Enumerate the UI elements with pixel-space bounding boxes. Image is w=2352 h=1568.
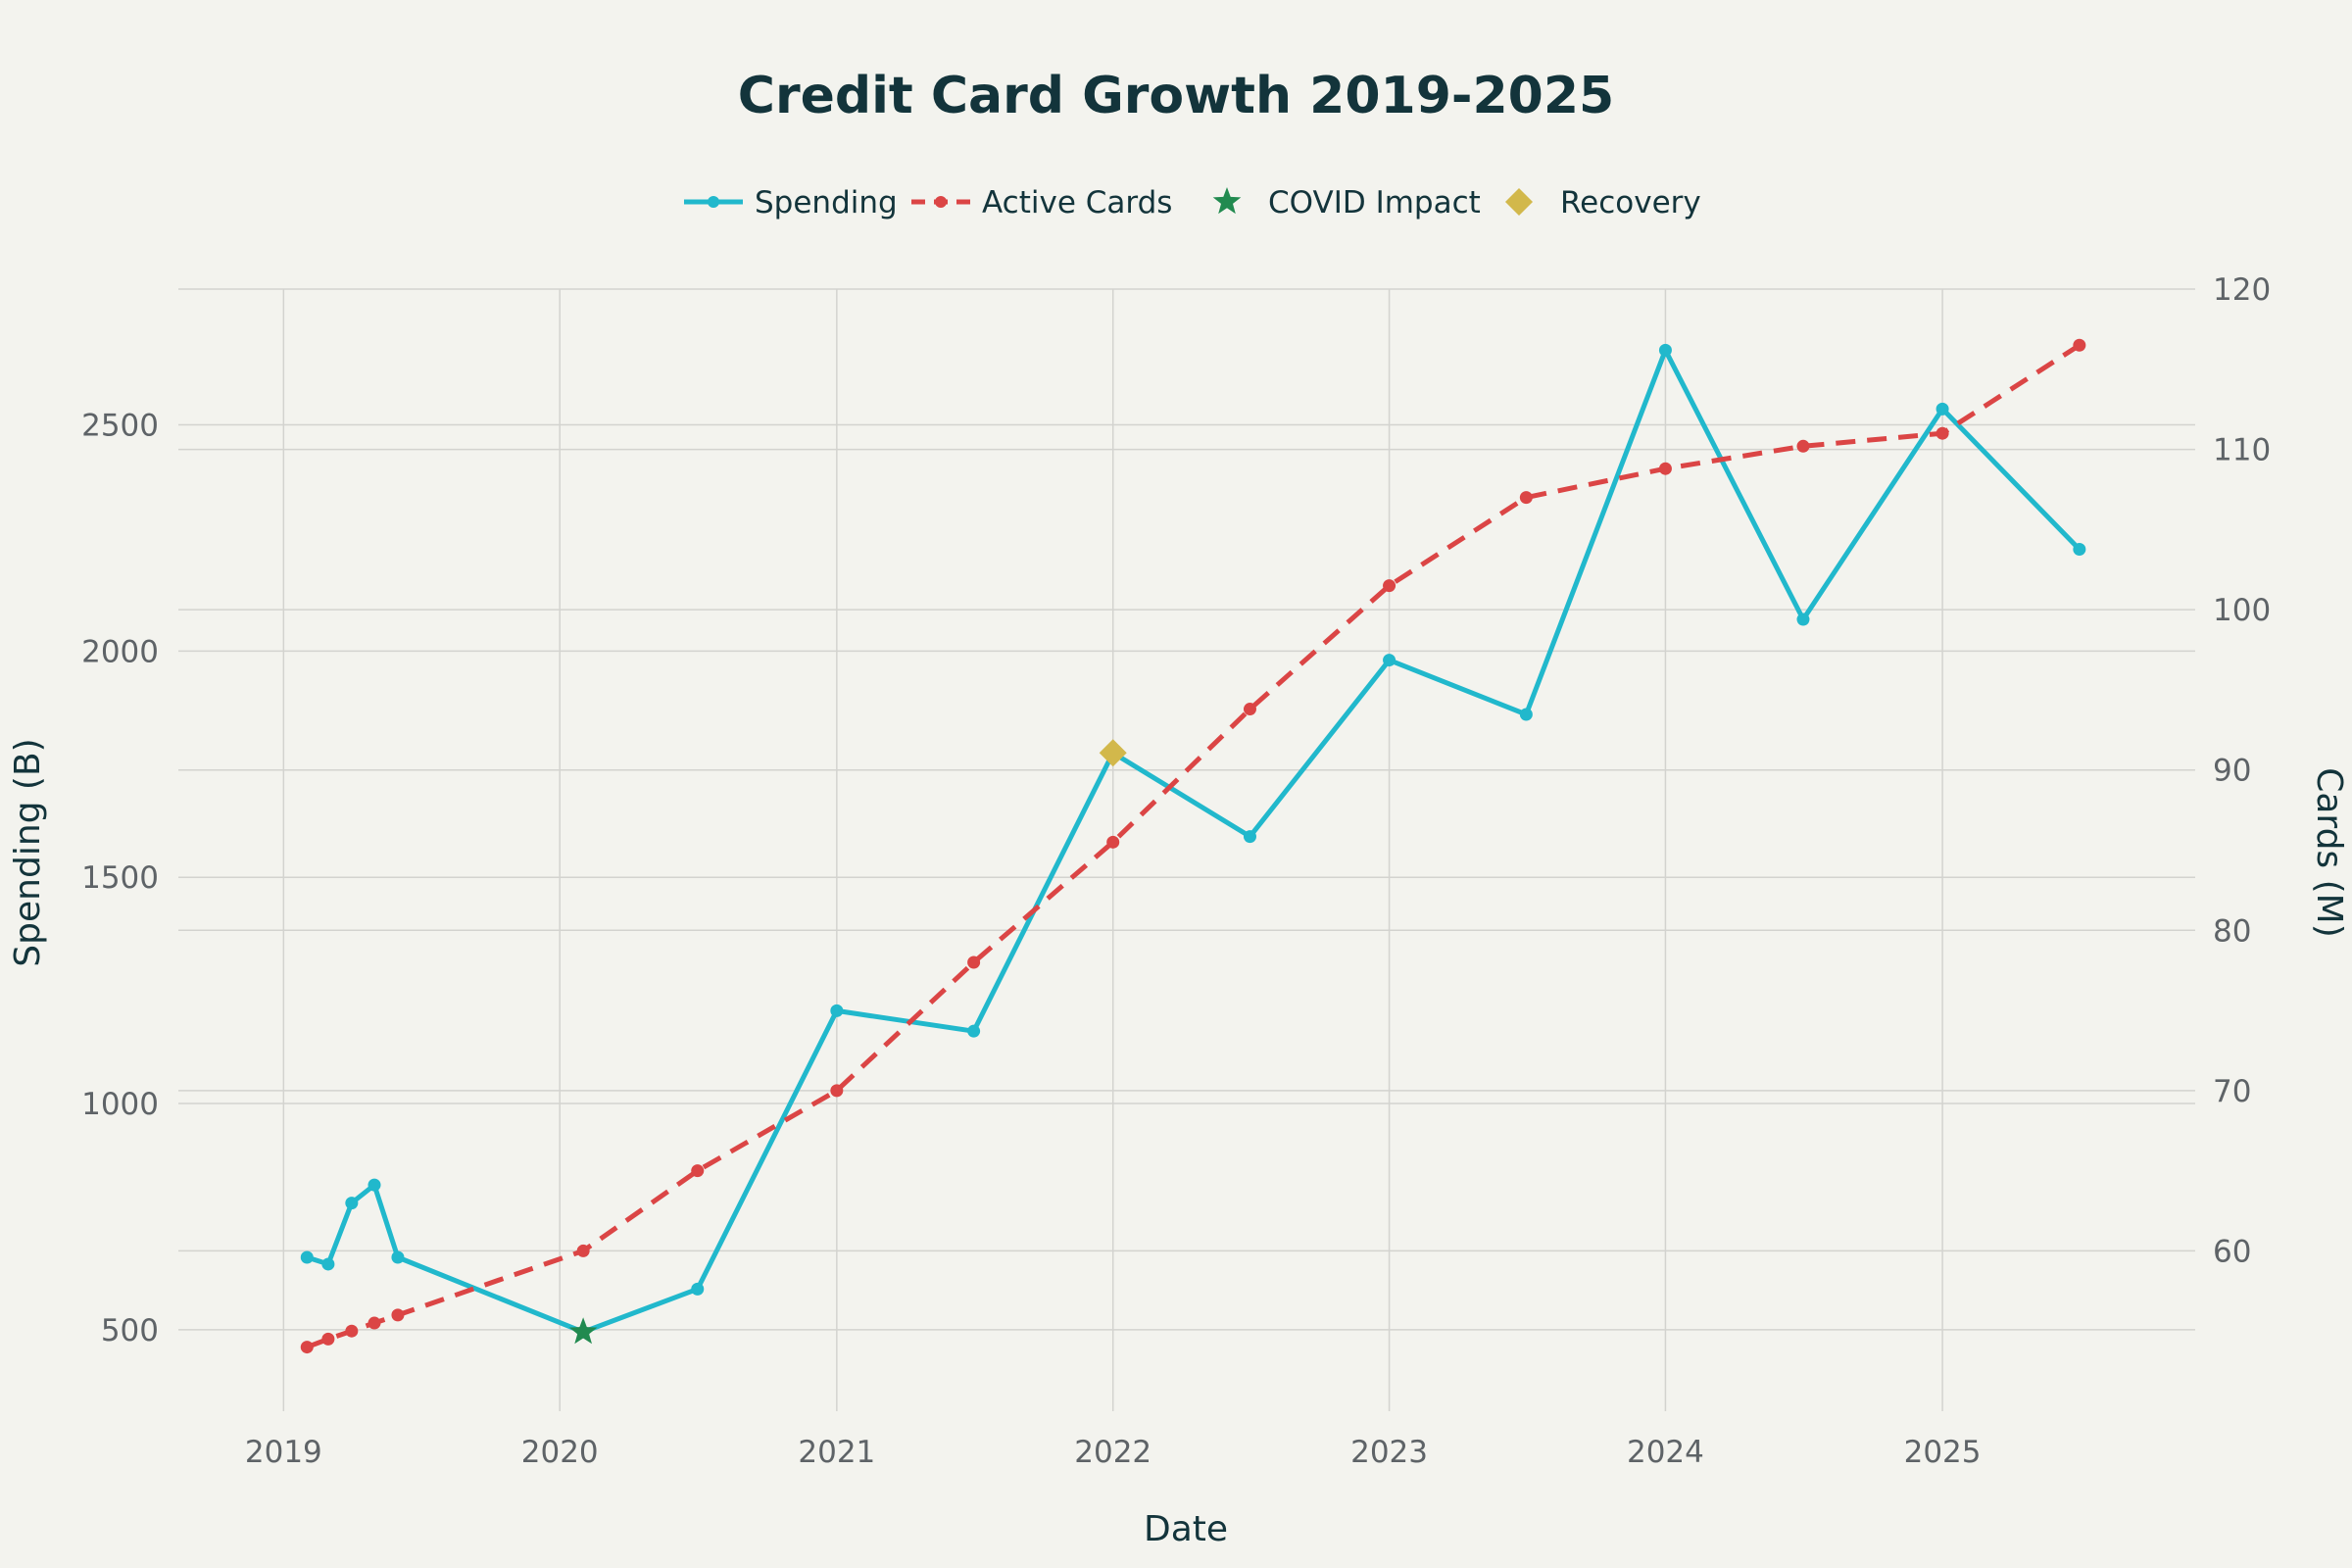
y-tick-label: 500 [101,1313,159,1348]
spending-point [1796,612,1810,626]
spending-point [1383,654,1396,667]
active-cards-point [576,1244,590,1257]
spending-point [368,1178,381,1192]
legend-label: Active Cards [982,185,1172,220]
legend-swatch-point [708,196,719,208]
spending-point [300,1250,314,1264]
active-cards-point [2073,338,2086,352]
spending-point [1243,830,1256,844]
y2-tick-label: 90 [2213,754,2251,789]
legend-label: Spending [755,185,898,220]
legend-item-active-cards: Active Cards [911,185,1172,220]
y-axis-right: 60 70 80 90 100 110 120 [2213,272,2271,1269]
spending-point [691,1282,705,1296]
legend-item-covid-impact: COVID Impact [1212,185,1481,220]
active-cards-point [321,1332,335,1346]
y2-tick-label: 60 [2213,1234,2251,1269]
spending-point [830,1004,844,1017]
spending-point [1519,708,1533,721]
active-cards-point [1658,462,1672,475]
legend-swatch-point [935,196,947,208]
y2-tick-label: 110 [2213,433,2271,468]
x-tick-label: 2021 [798,1435,875,1470]
spending-point [345,1197,359,1210]
active-cards-point [300,1341,314,1354]
y2-tick-label: 80 [2213,913,2251,949]
y-axis-title: Spending (B) [8,738,48,966]
active-cards-point [1519,491,1533,505]
active-cards-point [1243,703,1256,716]
x-tick-label: 2020 [521,1435,599,1470]
y-axis-left: 500 1000 1500 2000 2500 [81,409,159,1348]
active-cards-point [1383,579,1396,593]
y-tick-label: 2000 [81,634,159,669]
spending-point [1658,343,1672,357]
covid-impact-marker [568,1317,598,1345]
legend-label: Recovery [1560,185,1701,220]
grid [178,288,2195,1411]
spending-series-line [306,347,2082,1335]
active-cards-point [830,1084,844,1098]
x-tick-label: 2024 [1627,1435,1704,1470]
x-tick-label: 2025 [1904,1435,1982,1470]
active-cards-series-line [306,343,2082,1349]
spending-point [1936,402,1949,416]
legend-item-recovery: Recovery [1505,185,1701,220]
x-axis: 2019 2020 2021 2022 2023 2024 2025 [245,1435,1982,1470]
active-cards-point [1106,835,1120,849]
legend-swatch-marker [1505,188,1533,216]
y2-axis-title: Cards (M) [2309,767,2349,938]
spending-point [321,1257,335,1271]
chart-title: Credit Card Growth 2019-2025 [738,67,1614,125]
x-axis-title: Date [1144,1509,1228,1549]
y-tick-label: 2500 [81,409,159,444]
spending-point [2073,542,2086,556]
legend-swatch-marker [1212,187,1242,215]
recovery-marker [1099,739,1127,767]
active-cards-point [368,1316,381,1330]
y-tick-label: 1000 [81,1087,159,1122]
active-cards-point [967,956,981,969]
active-cards-point [1936,426,1949,440]
y2-tick-label: 120 [2213,272,2271,308]
y-tick-label: 1500 [81,860,159,896]
legend-label: COVID Impact [1268,185,1481,220]
active-cards-point [1796,439,1810,453]
active-cards-point [345,1324,359,1338]
x-tick-label: 2022 [1074,1435,1152,1470]
active-cards-point [691,1164,705,1178]
x-tick-label: 2023 [1350,1435,1428,1470]
y2-tick-label: 70 [2213,1074,2251,1109]
plot-area [300,338,2086,1354]
spending-point [391,1250,405,1264]
spending-point [967,1024,981,1038]
x-tick-label: 2019 [245,1435,322,1470]
active-cards-point [391,1308,405,1322]
legend-item-spending: Spending [684,185,898,220]
y2-tick-label: 100 [2213,593,2271,628]
legend: Spending Active Cards COVID Impact Recovery [684,185,1701,220]
